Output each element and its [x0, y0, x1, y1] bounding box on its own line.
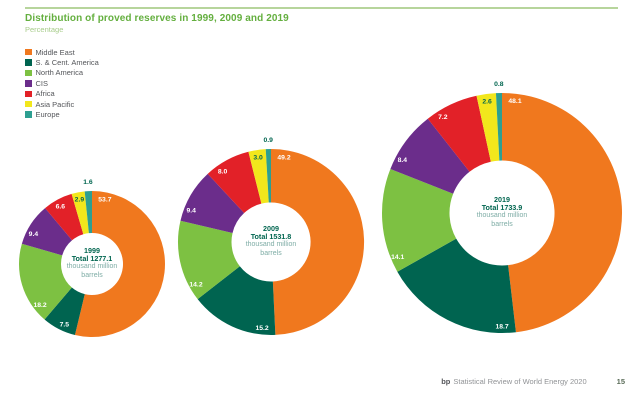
legend-swatch-cis: [25, 80, 32, 87]
donut-chart-2019: 48.1 18.7 14.1 8.4 7.2 2.6 0.8: [381, 81, 623, 334]
slice-north-america-2009: [177, 220, 240, 300]
slice-africa-2009: [207, 151, 262, 214]
slice-middle-east-2009: [271, 148, 365, 335]
legend-swatch-middle-east: [25, 48, 32, 56]
donut-unit-line: barrels: [81, 271, 103, 279]
top-rule: [25, 7, 618, 9]
slice-value-label: 2.9: [75, 197, 85, 204]
legend-item-asia-pacific: Asia Pacific: [25, 99, 99, 109]
legend-item-north-america: North America: [25, 68, 99, 78]
slice-value-label: 1.6: [83, 179, 93, 186]
legend-item-cis: CIS: [25, 78, 99, 88]
donut-year: 2009: [263, 224, 279, 233]
legend-swatch-asia-pacific: [25, 100, 32, 108]
slice-africa-2019: [427, 95, 491, 172]
legend-label: Europe: [35, 110, 60, 120]
slice-s-cent-america-2009: [197, 266, 276, 336]
slice-value-label: 48.1: [508, 98, 521, 105]
donut-unit-line: thousand million: [66, 263, 118, 271]
legend-label: CIS: [35, 78, 49, 88]
slice-value-label: 14.2: [189, 281, 202, 288]
page-title: Distribution of proved reserves in 1999,…: [25, 13, 289, 24]
donut-year: 1999: [84, 246, 100, 255]
slice-value-label: 9.4: [186, 207, 196, 214]
donut-total: Total 1733.9: [481, 203, 523, 213]
slice-europe-2019: [495, 92, 502, 161]
legend-swatch-north-america: [25, 69, 32, 77]
legend-swatch-s-cent-america: [25, 59, 32, 66]
slice-value-label: 49.2: [277, 154, 290, 161]
slice-middle-east-2019: [502, 92, 623, 333]
slice-north-america-1999: [18, 243, 72, 320]
donut-center-2009: 2009 Total 1531.8 thousand million barre…: [211, 224, 331, 258]
donut-chart-2009: 49.2 15.2 14.2 9.4 8.0 3.0 0.9: [177, 137, 365, 336]
legend-swatch-europe: [25, 111, 32, 118]
donut-total: Total 1277.1: [71, 254, 113, 264]
legend-label: Middle East: [35, 47, 75, 57]
slice-value-label: 14.1: [391, 254, 404, 261]
slice-value-label: 3.0: [253, 154, 263, 161]
legend-item-europe: Europe: [25, 109, 99, 119]
slice-cis-1999: [21, 208, 73, 256]
slice-value-label: 18.2: [33, 302, 46, 309]
slice-cis-2019: [390, 118, 470, 194]
chart-legend: Middle East S. & Cent. America North Ame…: [25, 47, 99, 120]
legend-label: Asia Pacific: [35, 99, 75, 109]
slice-value-label: 7.5: [60, 321, 70, 328]
donut-year: 2019: [494, 195, 510, 204]
donut-center-2019: 2019 Total 1733.9 thousand million barre…: [442, 195, 562, 229]
slice-s-cent-america-2019: [397, 238, 516, 334]
slice-europe-1999: [84, 191, 92, 234]
slice-value-label: 6.6: [56, 203, 66, 210]
legend-item-s-cent-america: S. & Cent. America: [25, 57, 99, 67]
slice-africa-1999: [45, 193, 84, 241]
legend-label: North America: [35, 68, 84, 78]
slice-value-label: 0.8: [494, 81, 504, 88]
donut-unit-line: barrels: [260, 249, 282, 257]
donut-unit-line: thousand million: [245, 241, 297, 249]
slice-cis-2009: [180, 173, 245, 233]
donut-unit-line: barrels: [491, 220, 513, 228]
legend-swatch-africa: [25, 90, 32, 97]
slice-value-label: 9.4: [29, 231, 39, 238]
slice-value-label: 0.9: [263, 137, 273, 144]
slice-value-label: 8.4: [398, 157, 408, 164]
slice-asia-pacific-2009: [248, 149, 269, 204]
page-footer: bp Statistical Review of World Energy 20…: [441, 377, 625, 386]
donut-center-1999: 1999 Total 1277.1 thousand million barre…: [32, 246, 152, 280]
slice-value-label: 2.6: [482, 98, 492, 105]
page-subtitle: Percentage: [25, 25, 64, 34]
slice-value-label: 15.2: [255, 325, 268, 332]
footer-brand: bp: [441, 377, 451, 386]
footer-text: Statistical Review of World Energy 2020: [453, 377, 587, 386]
slice-asia-pacific-2019: [476, 93, 500, 162]
slice-value-label: 18.7: [495, 323, 508, 330]
donut-unit-line: thousand million: [476, 212, 528, 220]
legend-label: Africa: [35, 89, 55, 99]
slice-value-label: 7.2: [438, 114, 448, 121]
donut-total: Total 1531.8: [250, 232, 292, 242]
donut-chart-1999: 53.7 7.5 18.2 9.4 6.6 2.9 1.6: [18, 179, 165, 337]
slice-asia-pacific-1999: [71, 191, 89, 235]
legend-item-middle-east: Middle East: [25, 47, 99, 57]
legend-item-africa: Africa: [25, 89, 99, 99]
page-number: 15: [616, 377, 625, 386]
slice-europe-2009: [265, 149, 271, 203]
slice-north-america-2019: [381, 168, 457, 272]
legend-label: S. & Cent. America: [35, 58, 99, 68]
slice-value-label: 53.7: [98, 197, 111, 204]
slice-s-cent-america-1999: [44, 287, 85, 335]
slice-middle-east-1999: [74, 191, 165, 337]
slice-value-label: 8.0: [218, 168, 228, 175]
